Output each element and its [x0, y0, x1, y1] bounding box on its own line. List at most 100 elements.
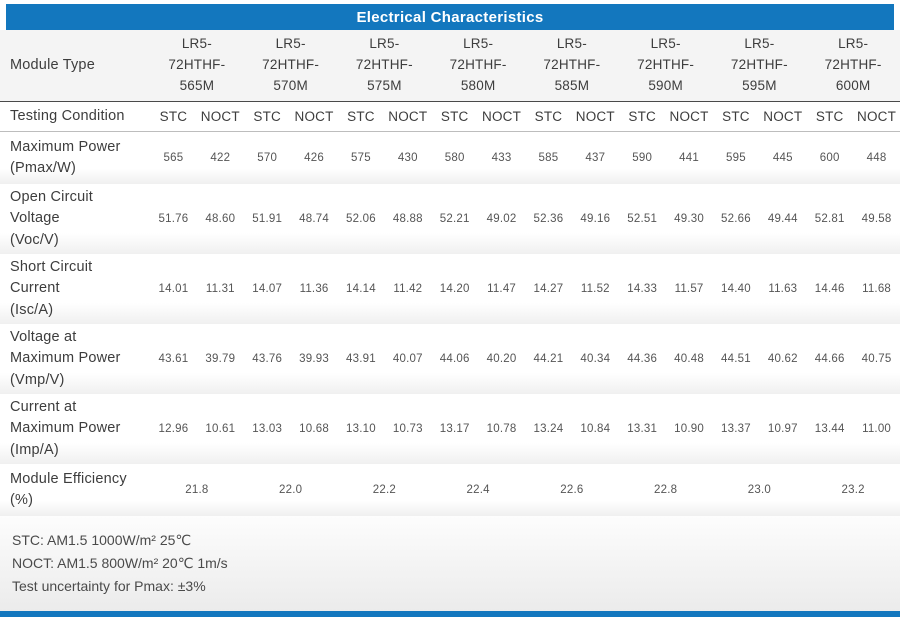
row-label: Current at Maximum Power (Imp/A)	[10, 399, 121, 458]
stc-value: 14.46	[814, 283, 845, 295]
noct-value: 426	[304, 152, 324, 164]
efficiency-value: 22.0	[279, 484, 303, 496]
noct-value: 437	[585, 152, 606, 164]
stc-value: 13.24	[533, 423, 564, 435]
noct-value: 433	[491, 152, 512, 164]
module-type-row: Module Type LR5- 72HTHF- 565M LR5- 72HTHF-…	[0, 30, 900, 102]
stc-value: 13.17	[439, 423, 470, 435]
electrical-table: Module Type LR5- 72HTHF- 565M LR5- 72HTHF-…	[0, 30, 900, 516]
note-noct: NOCT: AM1.5 800W/m² 20℃ 1m/s	[12, 555, 228, 572]
module-type-label: Module Type	[10, 56, 95, 73]
table-title-bar: Electrical Characteristics	[6, 4, 894, 30]
noct-value: 40.75	[861, 353, 892, 365]
condition-header: STC	[253, 109, 281, 124]
stc-value: 14.07	[252, 283, 283, 295]
noct-value: 40.07	[392, 353, 423, 365]
noct-value: 49.16	[580, 213, 611, 225]
stc-value: 14.20	[439, 283, 470, 295]
data-row: Maximum Power (Pmax/W) 565 422 570 426 575 430…	[0, 132, 900, 184]
stc-value: 44.06	[439, 353, 470, 365]
condition-header: NOCT	[575, 109, 615, 124]
note-uncertainty: Test uncertainty for Pmax: ±3%	[12, 578, 206, 595]
stc-value: 44.51	[721, 353, 751, 365]
stc-value: 44.21	[533, 353, 564, 365]
testing-condition-label: Testing Condition	[10, 107, 125, 124]
efficiency-value: 22.2	[372, 484, 396, 496]
condition-header: NOCT	[763, 109, 803, 124]
stc-value: 580	[444, 152, 465, 164]
noct-value: 10.78	[486, 423, 517, 435]
stc-value: 565	[163, 152, 184, 164]
noct-value: 40.34	[580, 353, 611, 365]
noct-value: 430	[397, 152, 418, 164]
noct-value: 48.74	[299, 213, 329, 225]
stc-value: 44.66	[814, 353, 845, 365]
condition-header: STC	[347, 109, 375, 124]
module-name: LR5- 72HTHF- 580M	[449, 36, 507, 93]
module-name: LR5- 72HTHF- 570M	[262, 36, 320, 93]
stc-value: 13.31	[627, 423, 658, 435]
noct-value: 11.47	[487, 283, 517, 295]
module-name: LR5- 72HTHF- 575M	[355, 36, 413, 93]
efficiency-value: 21.8	[185, 484, 209, 496]
condition-header: NOCT	[482, 109, 522, 124]
stc-value: 43.91	[346, 353, 376, 365]
noct-value: 10.84	[580, 423, 611, 435]
stc-value: 52.51	[627, 213, 658, 225]
module-name: LR5- 72HTHF- 565M	[168, 36, 226, 93]
noct-value: 11.31	[205, 283, 235, 295]
row-label: Maximum Power (Pmax/W)	[10, 138, 121, 176]
stc-value: 13.37	[721, 423, 751, 435]
noct-value: 441	[679, 152, 699, 164]
noct-value: 11.42	[393, 283, 423, 295]
data-row: Open Circuit Voltage (Voc/V) 51.76 48.60 51…	[0, 184, 900, 254]
row-label: Short Circuit Current (Isc/A)	[10, 259, 93, 318]
bottom-accent-bar	[0, 611, 900, 617]
module-name: LR5- 72HTHF- 590M	[637, 36, 695, 93]
stc-value: 52.36	[533, 213, 564, 225]
stc-value: 43.61	[158, 353, 189, 365]
noct-value: 11.36	[299, 283, 329, 295]
module-name: LR5- 72HTHF- 600M	[824, 36, 882, 93]
stc-value: 12.96	[158, 423, 189, 435]
data-row: Voltage at Maximum Power (Vmp/V) 43.61 39.…	[0, 324, 900, 394]
condition-header: NOCT	[388, 109, 428, 124]
noct-value: 10.90	[674, 423, 704, 435]
stc-value: 590	[632, 152, 653, 164]
stc-value: 52.66	[721, 213, 751, 225]
noct-value: 448	[866, 152, 887, 164]
condition-header: STC	[440, 109, 469, 124]
stc-value: 52.06	[346, 213, 376, 225]
condition-header: STC	[534, 109, 563, 124]
test-conditions-notes: STC: AM1.5 1000W/m² 25℃ NOCT: AM1.5 800W…	[0, 516, 900, 617]
stc-value: 14.40	[721, 283, 751, 295]
noct-value: 11.63	[768, 283, 798, 295]
data-row: Current at Maximum Power (Imp/A) 12.96 10.…	[0, 394, 900, 464]
stc-value: 600	[819, 152, 840, 164]
stc-value: 14.27	[533, 283, 564, 295]
stc-value: 43.76	[252, 353, 283, 365]
stc-value: 13.03	[252, 423, 283, 435]
noct-value: 11.68	[862, 283, 892, 295]
stc-value: 52.21	[439, 213, 470, 225]
stc-value: 14.01	[158, 283, 189, 295]
condition-header: STC	[159, 109, 188, 124]
noct-value: 48.60	[205, 213, 236, 225]
condition-header: STC	[722, 109, 750, 124]
stc-value: 595	[726, 152, 746, 164]
noct-value: 11.00	[862, 423, 892, 435]
noct-value: 40.20	[486, 353, 517, 365]
noct-value: 49.02	[486, 213, 517, 225]
data-row: Short Circuit Current (Isc/A) 14.01 11.31 1…	[0, 254, 900, 324]
module-name: LR5- 72HTHF- 585M	[543, 36, 601, 93]
stc-value: 570	[257, 152, 278, 164]
noct-value: 10.97	[767, 423, 798, 435]
table-title: Electrical Characteristics	[356, 8, 544, 26]
stc-value: 585	[538, 152, 559, 164]
noct-value: 40.48	[674, 353, 704, 365]
noct-value: 39.79	[205, 353, 236, 365]
noct-value: 48.88	[392, 213, 423, 225]
noct-value: 422	[210, 152, 231, 164]
noct-value: 49.44	[767, 213, 798, 225]
module-name: LR5- 72HTHF- 595M	[730, 36, 788, 93]
